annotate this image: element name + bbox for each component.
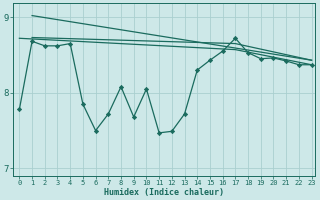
- X-axis label: Humidex (Indice chaleur): Humidex (Indice chaleur): [104, 188, 224, 197]
